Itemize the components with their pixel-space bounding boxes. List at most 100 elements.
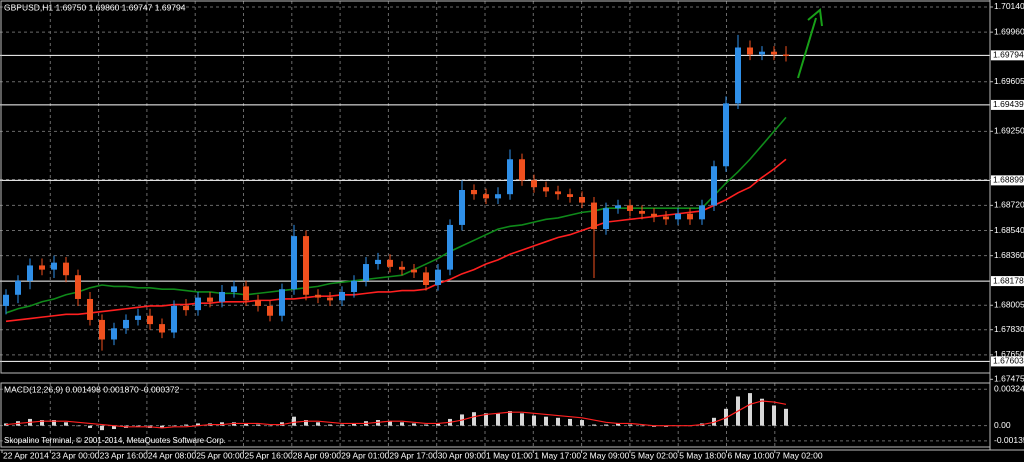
y-tick-label: 1.67650 <box>994 349 1024 359</box>
macd-signal <box>5 400 787 429</box>
candle-body <box>483 194 489 199</box>
candle-body <box>459 190 465 225</box>
y-tick-label: 1.68005 <box>994 300 1024 310</box>
candle-body <box>723 103 729 167</box>
x-tick-label: 28 Apr 09:00 <box>293 450 341 460</box>
candle-body <box>615 205 621 209</box>
macd-bar <box>556 417 560 426</box>
macd-bar <box>268 425 272 427</box>
macd-bar <box>172 425 176 427</box>
macd-bar <box>616 423 620 426</box>
x-tick-label: 25 Apr 00:00 <box>196 450 244 460</box>
candle-body <box>267 305 273 316</box>
macd-bar <box>52 420 56 426</box>
macd-bar <box>640 425 644 427</box>
x-tick-label: 6 May 10:00 <box>728 450 775 460</box>
candle-body <box>711 166 717 206</box>
candle-body <box>699 205 705 220</box>
candle-body <box>687 213 693 220</box>
macd-bar <box>304 420 308 426</box>
macd-bar <box>544 416 548 426</box>
trend-arrow <box>797 8 823 79</box>
x-tick-label: 5 May 02:00 <box>631 450 678 460</box>
level-label: 1.67603 <box>993 356 1024 366</box>
candle-body <box>591 202 597 230</box>
candle-body <box>171 305 177 333</box>
candle-body <box>783 54 789 56</box>
candle-body <box>759 51 765 55</box>
y-tick-label: 1.69250 <box>994 126 1024 136</box>
macd-bar <box>592 424 596 426</box>
candle-body <box>219 291 225 302</box>
y-tick-label: 1.67475 <box>994 374 1024 384</box>
y-tick-label: 1.68540 <box>994 225 1024 235</box>
y-tick-label: 1.69960 <box>994 26 1024 36</box>
candle-body <box>207 297 213 302</box>
x-tick-label: 29 Apr 17:00 <box>389 450 437 460</box>
x-tick-label: 23 Apr 16:00 <box>100 450 148 460</box>
macd-bar <box>292 416 296 426</box>
x-tick-label: 29 Apr 01:00 <box>341 450 389 460</box>
x-tick-label: 30 Apr 09:00 <box>438 450 486 460</box>
level-label-box <box>991 356 1024 367</box>
x-tick-label: 5 May 18:00 <box>679 450 726 460</box>
level-label-box <box>991 99 1024 110</box>
candle-body <box>183 305 189 311</box>
macd-bar <box>580 420 584 426</box>
macd-bar <box>412 423 416 426</box>
candle-body <box>495 194 501 199</box>
macd-bar <box>388 421 392 426</box>
macd-bar <box>400 422 404 426</box>
macd-bar <box>532 415 536 426</box>
x-tick-label: 25 Apr 16:00 <box>245 450 293 460</box>
candle-body <box>147 315 153 325</box>
level-label-box <box>991 175 1024 186</box>
macd-bar <box>112 425 116 430</box>
x-tick-label: 23 Apr 00:00 <box>51 450 99 460</box>
y-tick-label: 1.68720 <box>994 200 1024 210</box>
macd-bar <box>508 411 512 426</box>
candle-body <box>15 280 21 295</box>
candle-body <box>651 213 657 217</box>
macd-bar <box>160 425 164 428</box>
x-tick-label: 2 May 09:00 <box>583 450 630 460</box>
candle-body <box>363 264 369 281</box>
candle-body <box>507 159 513 195</box>
candle-body <box>63 262 69 276</box>
candle-body <box>135 315 141 320</box>
candle-body <box>423 272 429 285</box>
candle-body <box>123 319 129 329</box>
candle-body <box>579 196 585 203</box>
candle-body <box>735 47 741 104</box>
macd-bar <box>568 418 572 426</box>
y-tick-label: 1.67830 <box>994 324 1024 334</box>
macd-bar <box>328 424 332 426</box>
candle-body <box>291 236 297 290</box>
macd-bar <box>184 424 188 426</box>
candle-body <box>75 275 81 299</box>
candle-body <box>195 297 201 311</box>
y-tick-label: 1.68360 <box>994 250 1024 260</box>
candle-body <box>387 259 393 267</box>
candle-body <box>771 51 777 55</box>
candle-body <box>747 47 753 55</box>
candle-body <box>555 191 561 195</box>
candle-body <box>27 265 33 281</box>
macd-bar <box>496 413 500 426</box>
candle-body <box>255 300 261 306</box>
macd-bar <box>760 398 764 426</box>
level-label: 1.68178 <box>993 275 1024 285</box>
candle-body <box>603 208 609 230</box>
candle-body <box>447 224 453 270</box>
candle-body <box>411 269 417 273</box>
level-label: 1.69794 <box>993 50 1024 60</box>
candle-body <box>87 298 93 320</box>
x-tick-label: 24 Apr 08:00 <box>148 450 196 460</box>
candle-body <box>567 194 573 197</box>
macd-bar <box>40 420 44 426</box>
candle-body <box>303 236 309 295</box>
candle-body <box>39 265 45 270</box>
macd-bar <box>100 425 104 431</box>
